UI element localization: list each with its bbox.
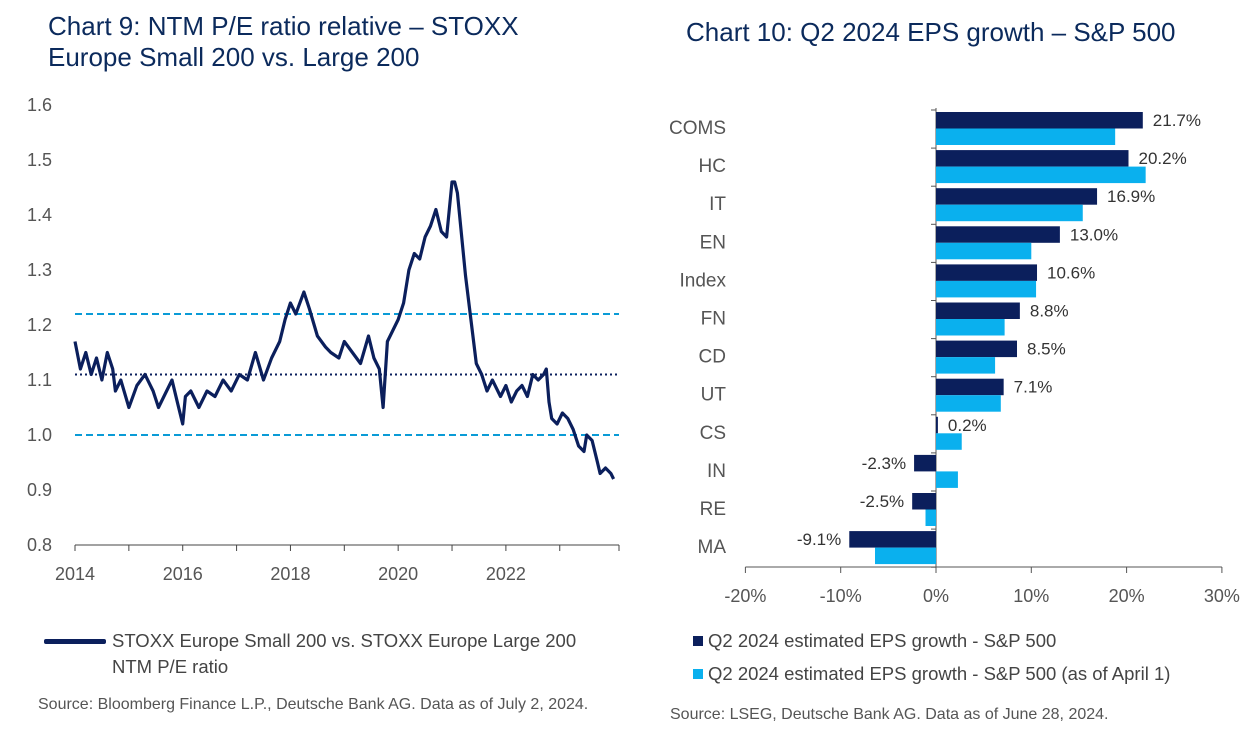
chart10-data-label: 10.6% (1047, 263, 1095, 282)
chart9-x-tick-label: 2018 (270, 564, 310, 584)
chart10-x-tick-label: -20% (724, 586, 766, 606)
chart10-data-label: 21.7% (1153, 111, 1201, 130)
chart10-bar-april (936, 395, 1001, 412)
chart10-data-label: 0.2% (948, 416, 987, 435)
chart10-data-label: -2.5% (860, 492, 904, 511)
chart10-bar-current (849, 531, 936, 548)
chart10-category-label: IN (707, 461, 726, 482)
chart10-x-tick-label: -10% (820, 586, 862, 606)
chart10-category-label: MA (698, 537, 727, 558)
chart10-category-label: CD (699, 347, 726, 368)
chart10-bar-current (936, 378, 1004, 396)
chart10-data-label: 8.8% (1030, 302, 1069, 321)
chart10-bar-april (936, 433, 962, 450)
chart9-x-tick-label: 2022 (486, 564, 526, 584)
chart10-title: Chart 10: Q2 2024 EPS growth – S&P 500 (686, 17, 1176, 47)
chart10-bar-current (936, 264, 1038, 281)
chart10-x-tick-label: 20% (1109, 586, 1145, 606)
chart10-bar-current (936, 112, 1143, 129)
chart10-bar-april (925, 509, 936, 526)
chart10-legend-label-april: Q2 2024 estimated EPS growth - S&P 500 (… (708, 663, 1171, 684)
chart10-category-label: FN (701, 309, 726, 330)
chart9-legend-label: STOXX Europe Small 200 vs. STOXX Europe … (112, 630, 577, 677)
chart10-data-label: 8.5% (1027, 340, 1066, 359)
chart10-x-tick-label: 0% (923, 586, 949, 606)
chart10-category-label: Index (680, 270, 727, 291)
chart9-y-tick-label: 1.4 (27, 205, 52, 225)
chart9-y-tick-label: 1.0 (27, 425, 52, 445)
chart10-plot: -20% -10% 0% 10% 20% 30% COMS 21.7% HC 20.2% IT 16.… (669, 108, 1240, 606)
chart10-data-label: 16.9% (1107, 187, 1155, 206)
chart10-data-label: 20.2% (1139, 149, 1187, 168)
chart9-y-tick-label: 1.5 (27, 150, 52, 170)
chart9-legend-swatch (44, 639, 106, 644)
chart10-bar-april (875, 547, 936, 565)
chart10-category-label: RE (700, 499, 726, 520)
chart10-data-label: 13.0% (1070, 225, 1118, 244)
chart10-x-tick-label: 30% (1204, 586, 1240, 606)
chart9-x-tick-label: 2020 (378, 564, 418, 584)
chart9-title: Chart 9: NTM P/E ratio relative – STOXX … (48, 11, 519, 72)
chart10-legend-swatch-april (693, 669, 703, 679)
chart10-category-label: UT (701, 385, 727, 406)
chart10-bar-april (936, 242, 1032, 260)
chart10-category-label: EN (700, 232, 726, 253)
chart10-bar-current (912, 493, 936, 510)
chart10-bar-april (936, 357, 996, 374)
chart9-y-tick-label: 1.3 (27, 260, 52, 280)
chart9-source: Source: Bloomberg Finance L.P., Deutsche… (38, 696, 589, 713)
chart10-category-label: COMS (669, 118, 726, 139)
chart10-bar-april (936, 280, 1037, 298)
chart10-data-label: -9.1% (797, 530, 841, 549)
chart10-category-label: IT (709, 194, 726, 215)
chart9-y-tick-label: 1.2 (27, 315, 52, 335)
chart10-x-tick-label: 10% (1013, 586, 1049, 606)
chart10-bar-april (936, 319, 1005, 336)
chart10-bar-april (936, 166, 1146, 184)
chart10-bar-current (936, 416, 938, 434)
chart9-y-tick-label: 1.1 (27, 370, 52, 390)
chart9-y-tick-label: 1.6 (27, 95, 52, 115)
chart10-bar-current (936, 188, 1098, 205)
chart10-category-label: HC (699, 156, 726, 177)
chart10-bar-april (936, 471, 958, 488)
chart10-data-label: -2.3% (862, 454, 906, 473)
chart9-x-tick-label: 2014 (55, 564, 95, 584)
chart10-legend-label-current: Q2 2024 estimated EPS growth - S&P 500 (708, 630, 1057, 651)
chart10-bar-current (936, 150, 1129, 167)
chart10-source: Source: LSEG, Deutsche Bank AG. Data as … (670, 706, 1109, 723)
chart10-bar-current (914, 454, 936, 472)
chart10-bar-current (936, 340, 1018, 358)
chart9-y-tick-label: 0.9 (27, 480, 52, 500)
chart9-x-tick-label: 2016 (163, 564, 203, 584)
chart10-bar-april (936, 128, 1116, 145)
chart10-data-label: 7.1% (1014, 378, 1053, 397)
chart10-bar-current (936, 226, 1060, 243)
chart10-bar-current (936, 302, 1020, 319)
chart10-category-label: CS (700, 423, 726, 444)
chart10-legend-swatch-current (693, 636, 703, 646)
chart9-y-tick-label: 0.8 (27, 535, 52, 555)
chart9-series-line (73, 180, 616, 480)
chart10-bar-april (936, 204, 1083, 222)
